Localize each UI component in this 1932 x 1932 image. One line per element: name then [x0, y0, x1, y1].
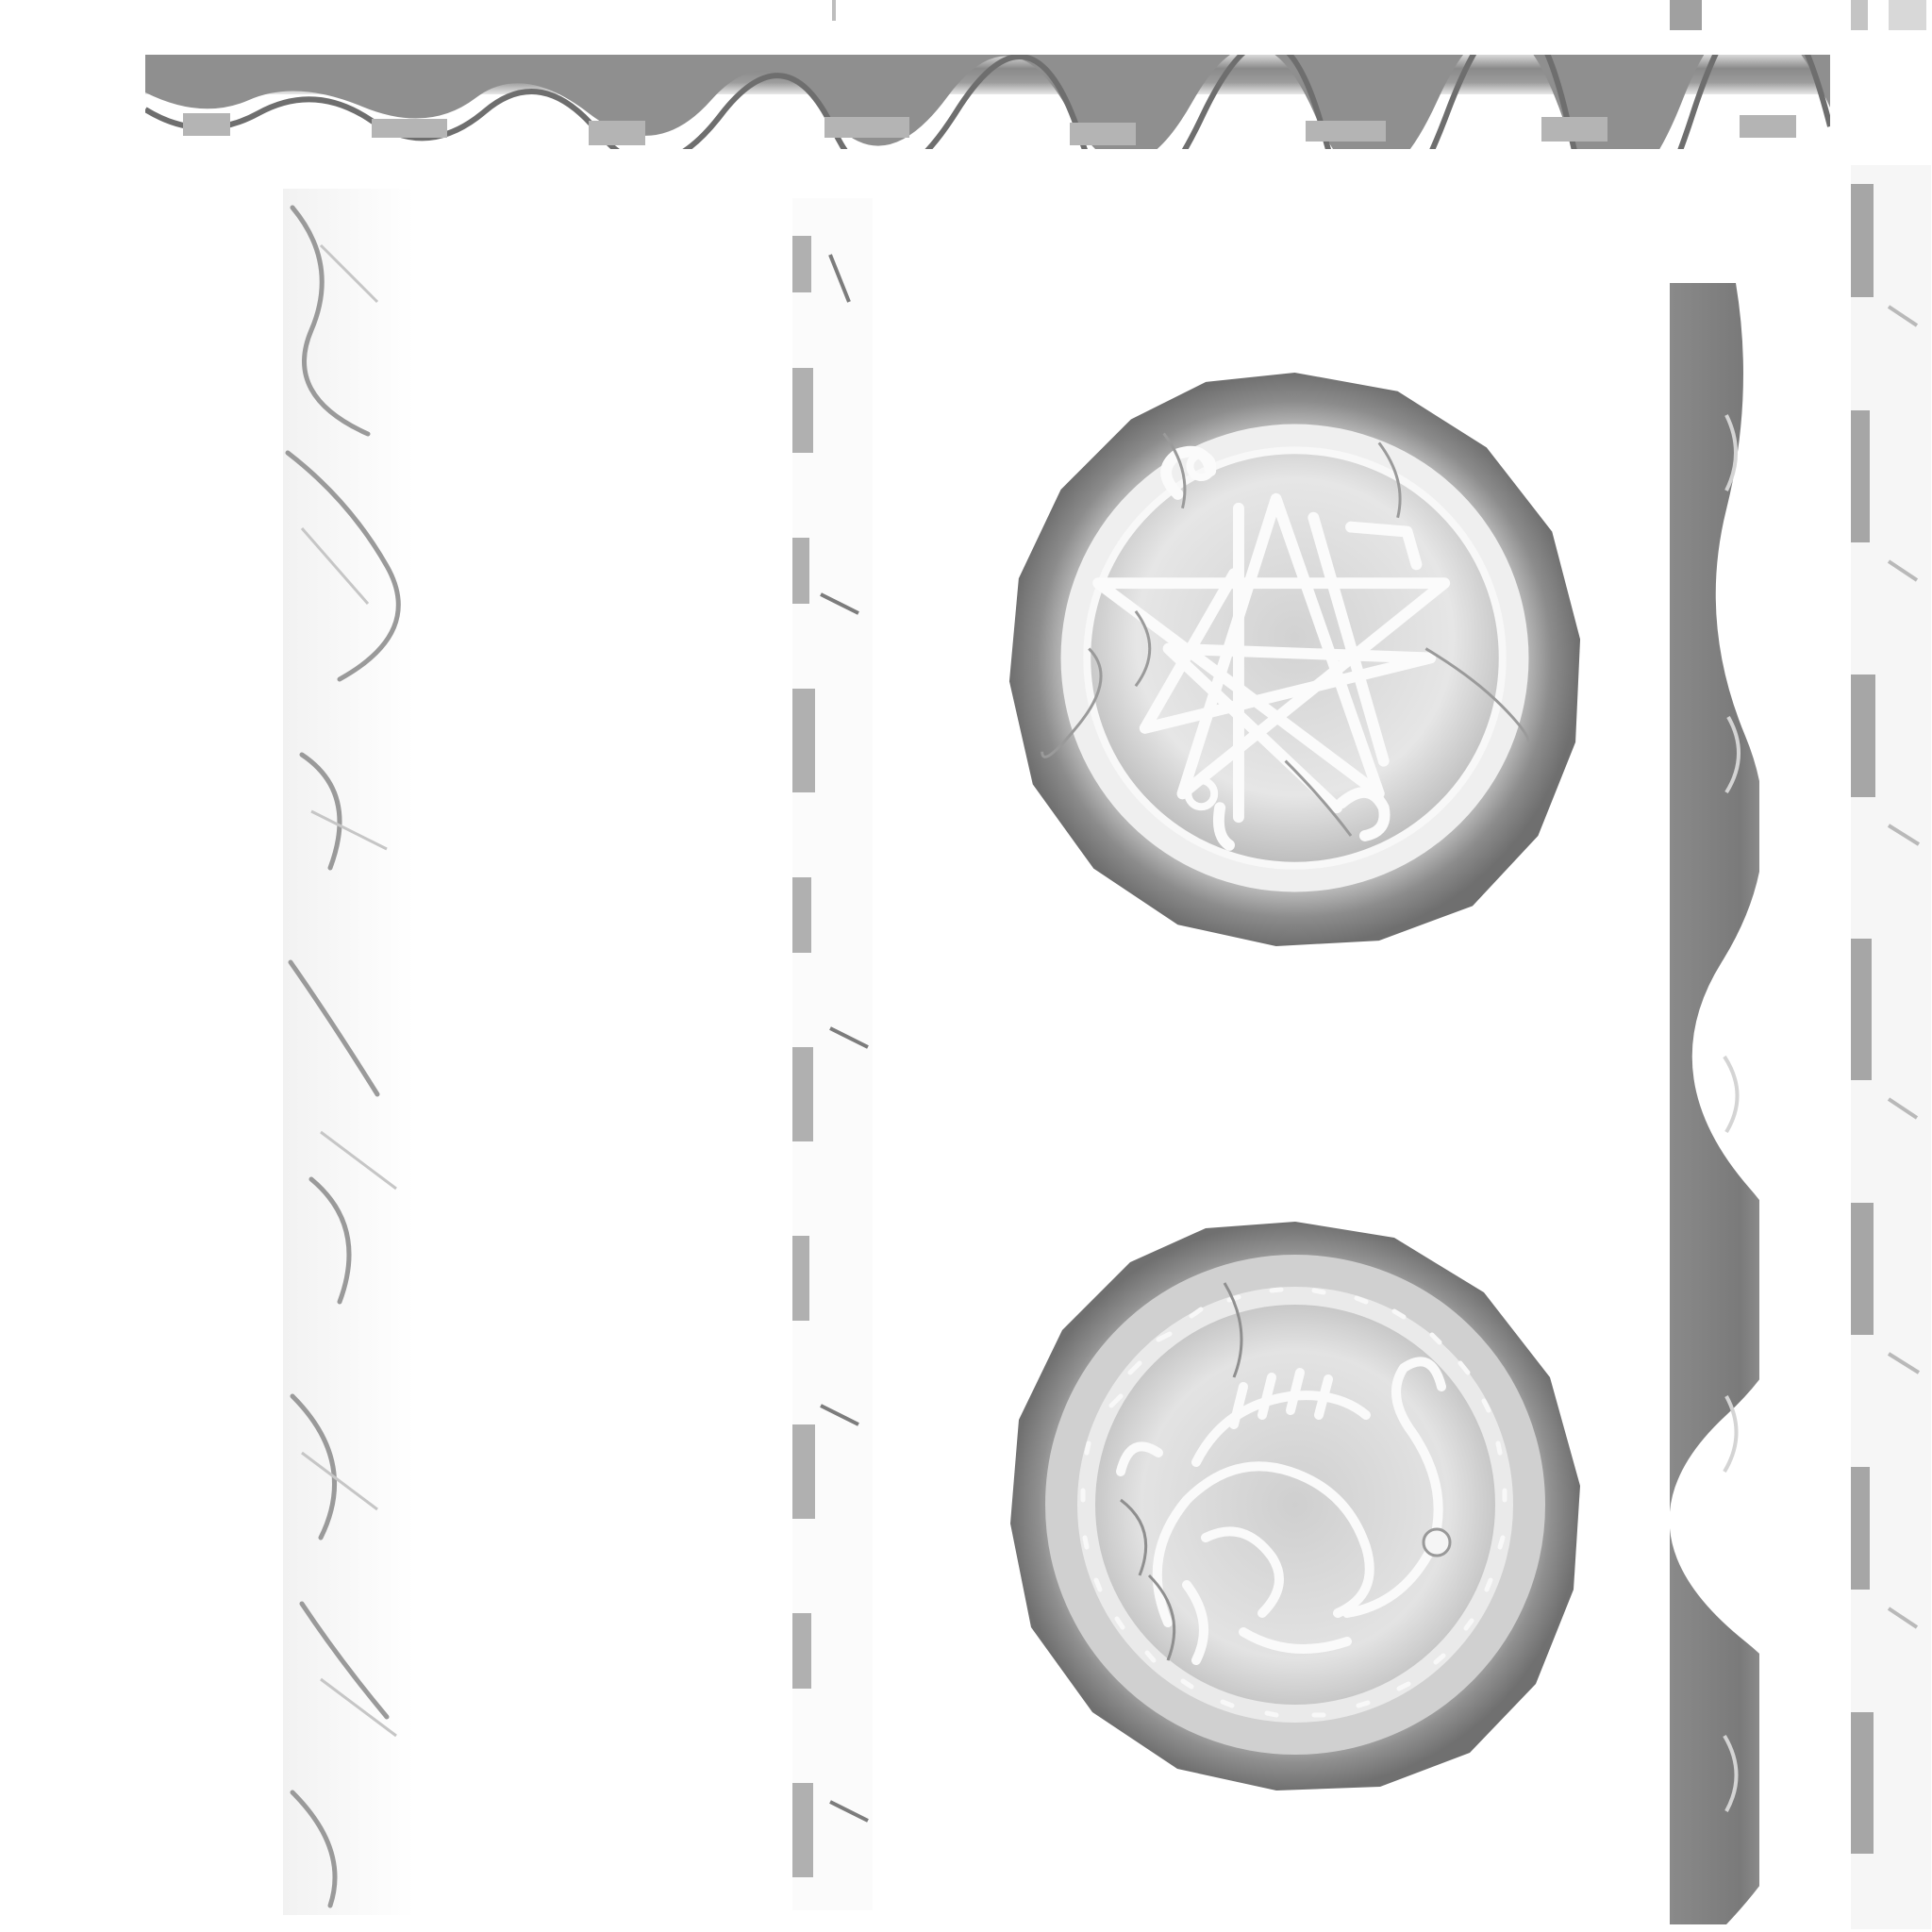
stone-border-strip-horizontal-icon [145, 55, 1830, 149]
stone-fragment-icon [832, 0, 836, 21]
stone-edge-strip-vertical-icon [792, 198, 873, 1910]
dark-stone-strip-vertical-icon [1670, 283, 1759, 1924]
cracked-stone-strip-vertical-icon [283, 189, 415, 1915]
sigil-star-coin-icon [1005, 368, 1585, 948]
dragon-rune-coin-icon [1008, 1217, 1583, 1792]
stone-fragment-icon [1851, 0, 1926, 30]
stone-fragment-icon [1670, 0, 1702, 30]
light-stone-strip-vertical-icon [1851, 165, 1931, 1929]
